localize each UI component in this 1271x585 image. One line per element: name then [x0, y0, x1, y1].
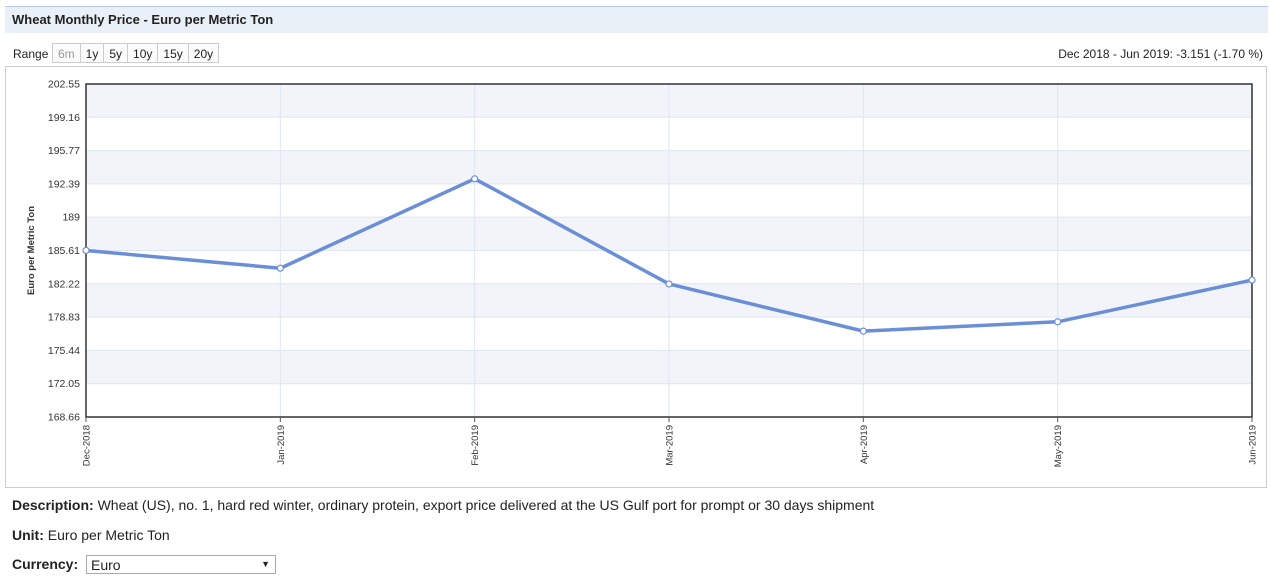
data-point: [82, 246, 90, 255]
data-point: [859, 327, 867, 335]
y-axis-title: Euro per Metric Ton: [26, 206, 37, 295]
data-point: [665, 280, 673, 288]
price-line-chart: 168.66 172.05 175.44 178.83 182.22 185.61 189 1…: [26, 79, 1259, 468]
y-tick-label: 189: [62, 212, 80, 224]
data-point: [276, 264, 284, 272]
data-point: [471, 175, 479, 183]
unit-text: Euro per Metric Ton: [47, 527, 170, 543]
y-tick-label: 178.83: [48, 312, 80, 324]
currency-label: Currency:: [12, 556, 79, 572]
range-5y-button[interactable]: 5y: [103, 43, 129, 63]
range-buttons: 6m 1y 5y 10y 15y 20y: [52, 43, 220, 63]
y-tick-label: 175.44: [48, 345, 80, 357]
x-tick-label: Dec-2018: [82, 425, 93, 466]
chart-title-bar: Wheat Monthly Price - Euro per Metric To…: [5, 6, 1268, 33]
data-point: [1248, 276, 1256, 284]
x-tick-label: Jun-2019: [1248, 425, 1259, 465]
y-tick-label: 199.16: [48, 112, 80, 124]
y-tick-label: 172.05: [48, 378, 80, 390]
range-20y-button[interactable]: 20y: [187, 43, 220, 63]
range-label: Range: [13, 47, 49, 61]
description-text: Wheat (US), no. 1, hard red winter, ordi…: [97, 497, 875, 513]
description: Description: Wheat (US), no. 1, hard red…: [12, 497, 874, 513]
range-1y-button[interactable]: 1y: [79, 43, 105, 63]
y-tick-label: 185.61: [48, 245, 80, 257]
y-tick-label: 195.77: [48, 145, 80, 157]
currency-selected-value: Euro: [91, 557, 121, 573]
unit-label: Unit:: [12, 527, 44, 543]
y-tick-label: 168.66: [48, 412, 80, 424]
page-title: Wheat Monthly Price - Euro per Metric To…: [12, 12, 274, 27]
y-tick-label: 192.39: [48, 178, 80, 190]
description-label: Description:: [12, 497, 94, 513]
currency-select[interactable]: Euro ▼: [86, 555, 276, 574]
chart-container: 168.66 172.05 175.44 178.83 182.22 185.61 189 1…: [5, 66, 1267, 488]
x-tick-label: Apr-2019: [859, 425, 870, 464]
range-10y-button[interactable]: 10y: [127, 43, 159, 63]
y-tick-label: 202.55: [48, 79, 80, 91]
x-tick-label: Jan-2019: [276, 425, 287, 465]
y-tick-label: 182.22: [48, 278, 80, 290]
currency-row: Currency: Euro ▼: [12, 555, 276, 574]
dropdown-arrow-icon: ▼: [261, 559, 270, 569]
x-tick-label: Mar-2019: [665, 425, 676, 466]
range-6m-button[interactable]: 6m: [52, 43, 81, 63]
x-tick-label: May-2019: [1053, 425, 1064, 467]
price-change-summary: Dec 2018 - Jun 2019: -3.151 (-1.70 %): [1058, 47, 1263, 61]
data-point: [1054, 318, 1062, 326]
unit-info: Unit: Euro per Metric Ton: [12, 527, 170, 543]
range-15y-button[interactable]: 15y: [157, 43, 189, 63]
x-tick-label: Feb-2019: [470, 425, 481, 466]
